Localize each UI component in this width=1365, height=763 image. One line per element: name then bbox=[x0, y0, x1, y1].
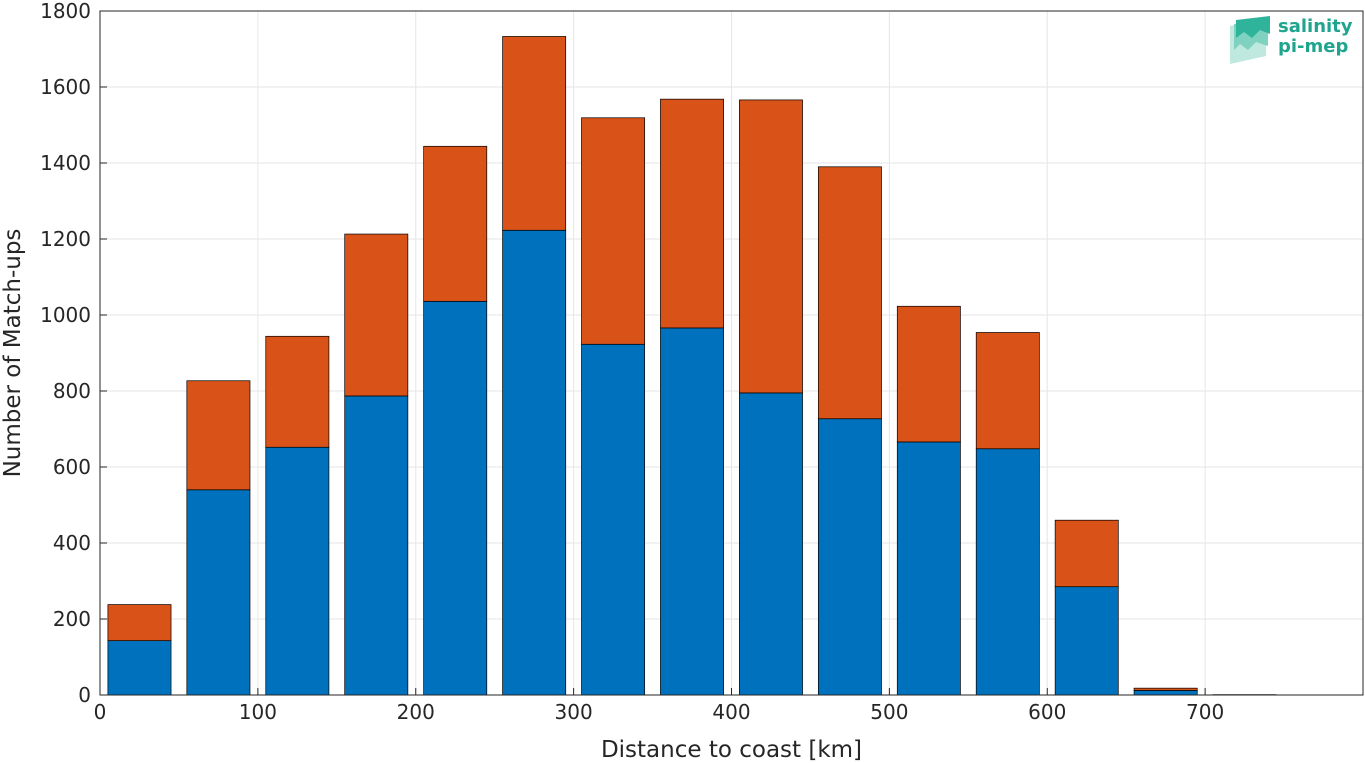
logo-line-1: salinity bbox=[1278, 16, 1353, 37]
wave-logo-icon bbox=[1230, 16, 1270, 64]
y-tick-label: 800 bbox=[53, 379, 91, 403]
x-tick-label: 300 bbox=[555, 700, 593, 724]
y-tick-label: 1200 bbox=[40, 227, 91, 251]
y-tick-label: 1800 bbox=[40, 0, 91, 23]
bar-series-1-bin-2 bbox=[186, 489, 251, 696]
bar-series-1-bin-8 bbox=[660, 327, 724, 696]
bar-series-2-bin-5 bbox=[423, 145, 488, 302]
bar-series-2-bin-8 bbox=[660, 98, 724, 329]
bar-series-2-bin-11 bbox=[896, 305, 961, 443]
x-tick-label: 700 bbox=[1186, 700, 1224, 724]
bar-series-1-bin-11 bbox=[896, 441, 961, 696]
bar-series-1-bin-1 bbox=[107, 640, 172, 696]
bar-series-1-bin-12 bbox=[975, 448, 1040, 696]
logo-line-2: pi-mep bbox=[1278, 36, 1349, 57]
bar-series-1-bin-6 bbox=[502, 229, 567, 696]
x-tick-label: 200 bbox=[397, 700, 435, 724]
bar-series-1-bin-10 bbox=[817, 418, 882, 696]
y-axis-ticks: 0 200 400 600 800 1000 1200 1400 1600 1800 bbox=[40, 0, 107, 707]
bar-series-1-bin-9 bbox=[739, 392, 803, 696]
y-tick-label: 200 bbox=[53, 607, 91, 631]
bar-series-2-bin-6 bbox=[502, 36, 567, 231]
bar-series-2-bin-10 bbox=[817, 166, 882, 420]
y-tick-label: 1000 bbox=[40, 303, 91, 327]
x-axis-label: Distance to coast [km] bbox=[601, 737, 862, 763]
bar-series-2-bin-9 bbox=[739, 99, 803, 394]
y-tick-label: 400 bbox=[53, 531, 91, 555]
x-tick-label: 400 bbox=[712, 700, 750, 724]
bar-series-2-bin-3 bbox=[265, 335, 330, 448]
bar-series-2-bin-13 bbox=[1054, 519, 1119, 588]
bar-series-1-bin-13 bbox=[1054, 586, 1119, 696]
bar-series-1-bin-3 bbox=[265, 446, 330, 696]
bar-series-2-bin-14 bbox=[1133, 687, 1198, 691]
bars bbox=[107, 36, 1277, 696]
bar-series-1-bin-4 bbox=[344, 395, 409, 696]
y-tick-label: 0 bbox=[78, 683, 91, 707]
bar-series-2-bin-4 bbox=[344, 233, 409, 397]
bar-series-2-bin-2 bbox=[186, 380, 251, 491]
bar-series-1-bin-14 bbox=[1133, 690, 1198, 696]
bar-series-1-bin-7 bbox=[581, 343, 646, 696]
y-tick-label: 1400 bbox=[40, 151, 91, 175]
x-axis-ticks: 0 100 200 300 400 500 600 700 bbox=[94, 688, 1224, 724]
y-tick-label: 1600 bbox=[40, 75, 91, 99]
x-tick-label: 500 bbox=[870, 700, 908, 724]
bar-series-2-bin-12 bbox=[975, 332, 1040, 450]
bar-series-1-bin-5 bbox=[423, 300, 488, 696]
bar-series-2-bin-1 bbox=[107, 604, 172, 642]
y-axis-label: Number of Match-ups bbox=[0, 229, 26, 478]
x-tick-label: 600 bbox=[1028, 700, 1066, 724]
salinity-pimep-logo: salinity pi-mep bbox=[1226, 16, 1358, 68]
x-tick-label: 100 bbox=[239, 700, 277, 724]
bar-series-2-bin-7 bbox=[581, 117, 646, 345]
y-tick-label: 600 bbox=[53, 455, 91, 479]
x-tick-label: 0 bbox=[94, 700, 107, 724]
